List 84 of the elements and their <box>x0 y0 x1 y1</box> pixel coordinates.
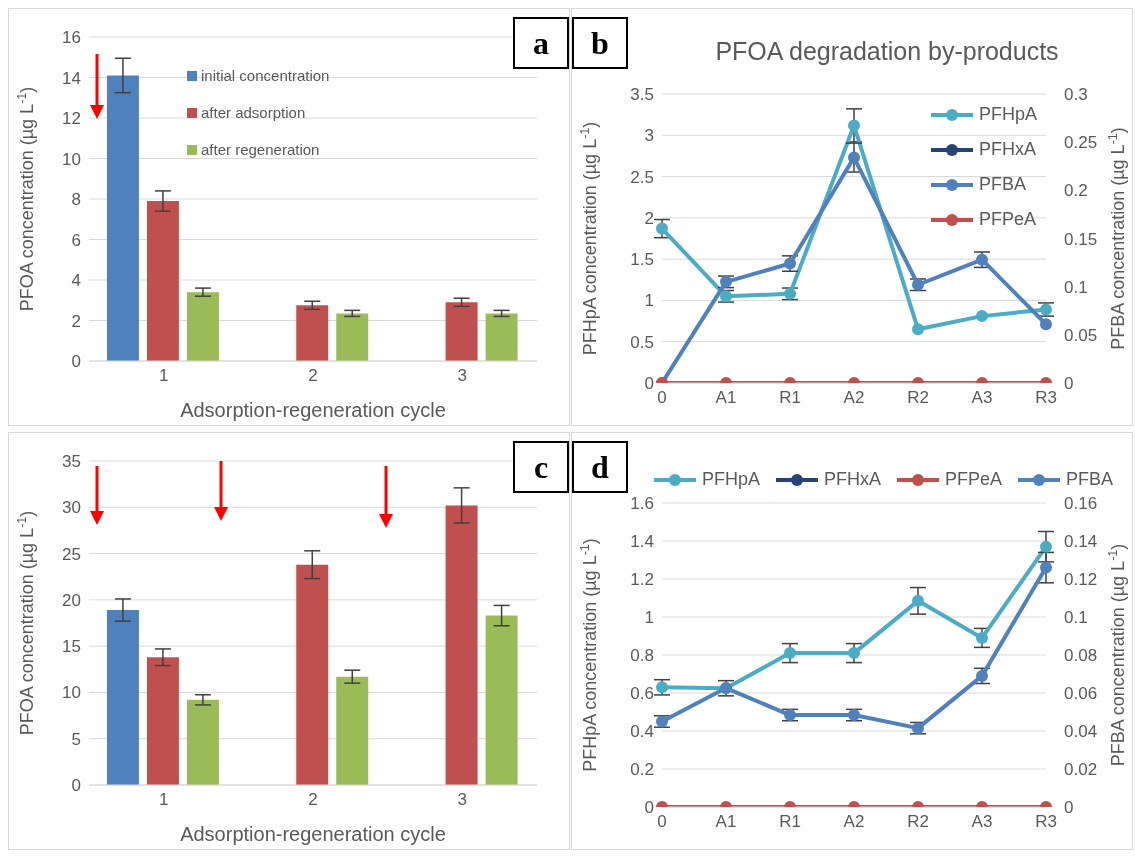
y-tick-label: 12 <box>62 109 81 129</box>
y-tick-label: 16 <box>62 28 81 48</box>
y2-tick-label: 0.02 <box>1064 760 1098 780</box>
y2-tick-label: 0.12 <box>1064 570 1098 590</box>
x-tick-label: 2 <box>308 790 318 810</box>
y-tick-label: 35 <box>62 452 81 472</box>
legend-label: after regeneration <box>201 141 320 158</box>
y2-tick-label: 0.15 <box>1064 229 1098 249</box>
y-tick-label: 0 <box>71 352 81 372</box>
x-tick-label: R3 <box>1035 388 1057 408</box>
legend-label: PFHxA <box>824 469 882 490</box>
legend-label: PFHxA <box>978 139 1036 160</box>
y-tick-label: 2 <box>644 208 654 228</box>
y2-tick-label: 0.06 <box>1064 684 1098 704</box>
text: b <box>572 17 628 69</box>
y-tick-label: 1 <box>644 608 654 628</box>
y-tick-label: 10 <box>62 149 81 169</box>
legend-label: PFHpA <box>702 469 761 490</box>
y2-tick-label: 0.2 <box>1064 181 1088 201</box>
y-tick-label: 1.5 <box>630 250 654 270</box>
x-tick-label: R1 <box>779 812 801 832</box>
x-tick-label: 1 <box>158 790 169 810</box>
legend-label: PFPeA <box>945 469 1003 490</box>
y2-tick-label: 0.16 <box>1064 494 1098 514</box>
y2-tick-label: 0.14 <box>1064 532 1098 552</box>
legend-label: PFBA <box>978 174 1026 195</box>
y2-tick-label: 0.04 <box>1064 722 1098 742</box>
y2-tick-label: 0.05 <box>1064 325 1098 345</box>
x-tick-label: 0 <box>657 812 667 832</box>
y-tick-label: 6 <box>71 230 81 250</box>
annotation: c <box>513 441 569 493</box>
y2-tick-label: 0.3 <box>1064 85 1088 105</box>
legend-label: PFHpA <box>978 104 1037 125</box>
x-tick-label: 3 <box>457 366 468 386</box>
x-tick-label: A3 <box>971 388 993 408</box>
y-tick-label: 1.4 <box>630 532 654 552</box>
y2-tick-label: 0.1 <box>1064 277 1088 297</box>
x-tick-label: R3 <box>1035 812 1057 832</box>
y-tick-label: 0.6 <box>630 684 654 704</box>
y-tick-label: 2.5 <box>630 167 654 187</box>
y-tick-label: 2 <box>71 311 81 331</box>
legend-label: initial concentration <box>201 67 330 84</box>
y-tick-label: 15 <box>62 637 81 657</box>
y-tick-label: 1.2 <box>630 570 654 590</box>
y2-tick-label: 0.1 <box>1064 608 1088 628</box>
y-tick-label: 1 <box>644 291 654 311</box>
legend-label: PFPeA <box>978 209 1036 230</box>
x-tick-label: A2 <box>843 388 865 408</box>
x-tick-label: 1 <box>158 366 169 386</box>
x-tick-label: R1 <box>779 388 801 408</box>
x-tick-label: 2 <box>308 366 318 386</box>
x-tick-label: 3 <box>457 790 468 810</box>
y-tick-label: 0.8 <box>630 646 654 666</box>
x-tick-label: 0 <box>657 388 667 408</box>
chart-title: PFOA degradation by-products <box>714 37 1060 66</box>
legend-label: after adsorption <box>201 104 306 121</box>
annotation: a <box>513 17 569 69</box>
y-tick-label: 0.5 <box>630 332 654 352</box>
x-axis-title: Adsorption-regeneration cycle <box>180 399 446 421</box>
x-tick-label: A1 <box>715 388 737 408</box>
y-tick-label: 8 <box>71 190 81 210</box>
y-tick-label: 1.6 <box>630 494 654 514</box>
y2-tick-label: 0.08 <box>1064 646 1098 666</box>
y-tick-label: 0 <box>71 776 81 796</box>
y-tick-label: 3 <box>644 126 654 146</box>
x-tick-label: A1 <box>715 812 737 832</box>
y-tick-label: 4 <box>71 271 81 291</box>
x-tick-label: R2 <box>907 812 929 832</box>
y-tick-label: 25 <box>62 544 81 564</box>
x-axis-title: Adsorption-regeneration cycle <box>180 823 446 845</box>
y-tick-label: 10 <box>62 683 81 703</box>
y-tick-label: 3.5 <box>630 85 654 105</box>
y-tick-label: 0.2 <box>630 760 654 780</box>
y2-tick-label: 0.25 <box>1064 133 1098 153</box>
x-tick-label: A2 <box>843 812 865 832</box>
y-tick-label: 5 <box>71 729 81 749</box>
text: d <box>572 441 628 493</box>
y-tick-label: 20 <box>62 590 81 610</box>
y-tick-label: 0.4 <box>630 722 654 742</box>
legend-label: PFBA <box>1066 469 1114 490</box>
x-tick-label: R2 <box>907 388 929 408</box>
y-tick-label: 30 <box>62 498 81 518</box>
x-tick-label: A3 <box>971 812 993 832</box>
y-tick-label: 14 <box>62 68 81 88</box>
